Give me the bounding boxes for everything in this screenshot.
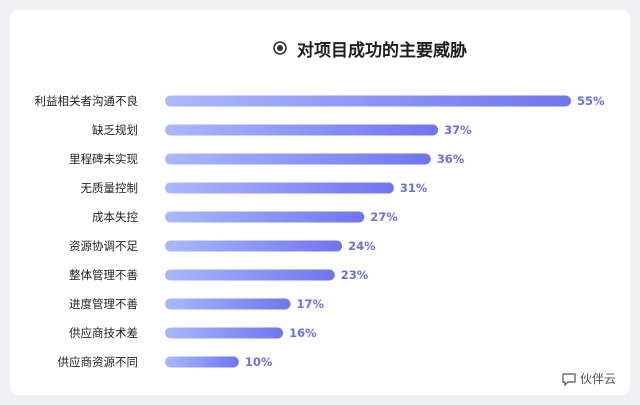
value-label: 31% (400, 181, 428, 195)
category-label: 进度管理不善 (69, 297, 138, 311)
bar-chart: 利益相关者沟通不良 55% 缺乏规划 37% 里程碑未实现 36% 无质量控制 31% 成本失控… (35, 94, 606, 369)
category-label: 整体管理不善 (69, 268, 138, 282)
value-label: 55% (577, 94, 605, 108)
bar (165, 124, 439, 136)
value-label: 27% (370, 210, 398, 224)
bar (165, 327, 284, 339)
value-label: 36% (437, 152, 465, 166)
category-label: 资源协调不足 (69, 239, 138, 253)
category-label: 供应商资源不同 (58, 355, 139, 369)
value-label: 37% (444, 123, 472, 137)
watermark: 伙伴云 (561, 370, 616, 387)
category-label: 缺乏规划 (92, 123, 138, 137)
category-label: 里程碑未实现 (69, 152, 138, 166)
target-icon (273, 41, 287, 55)
value-label: 16% (289, 326, 317, 340)
value-label: 24% (348, 239, 376, 253)
bar (165, 269, 335, 281)
watermark-text: 伙伴云 (579, 372, 616, 386)
bar (165, 211, 365, 223)
category-label: 供应商技术差 (69, 326, 138, 340)
value-label: 17% (296, 297, 324, 311)
value-label: 10% (245, 355, 273, 369)
bar (165, 182, 394, 194)
bar (165, 153, 431, 165)
bar (165, 240, 343, 252)
chart-card: 对项目成功的主要威胁 利益相关者沟通不良 55% 缺乏规划 37% 里程碑未实现 36% 无… (10, 10, 630, 395)
category-label: 利益相关者沟通不良 (35, 94, 139, 108)
category-label: 成本失控 (92, 210, 138, 224)
bar (165, 298, 291, 310)
chat-bubble-icon (562, 372, 576, 386)
bar (165, 95, 571, 107)
category-label: 无质量控制 (81, 181, 139, 195)
bar (165, 356, 239, 368)
value-label: 23% (341, 268, 369, 282)
chart-title: 对项目成功的主要威胁 (297, 40, 467, 61)
chart-title-row: 对项目成功的主要威胁 (10, 36, 630, 61)
